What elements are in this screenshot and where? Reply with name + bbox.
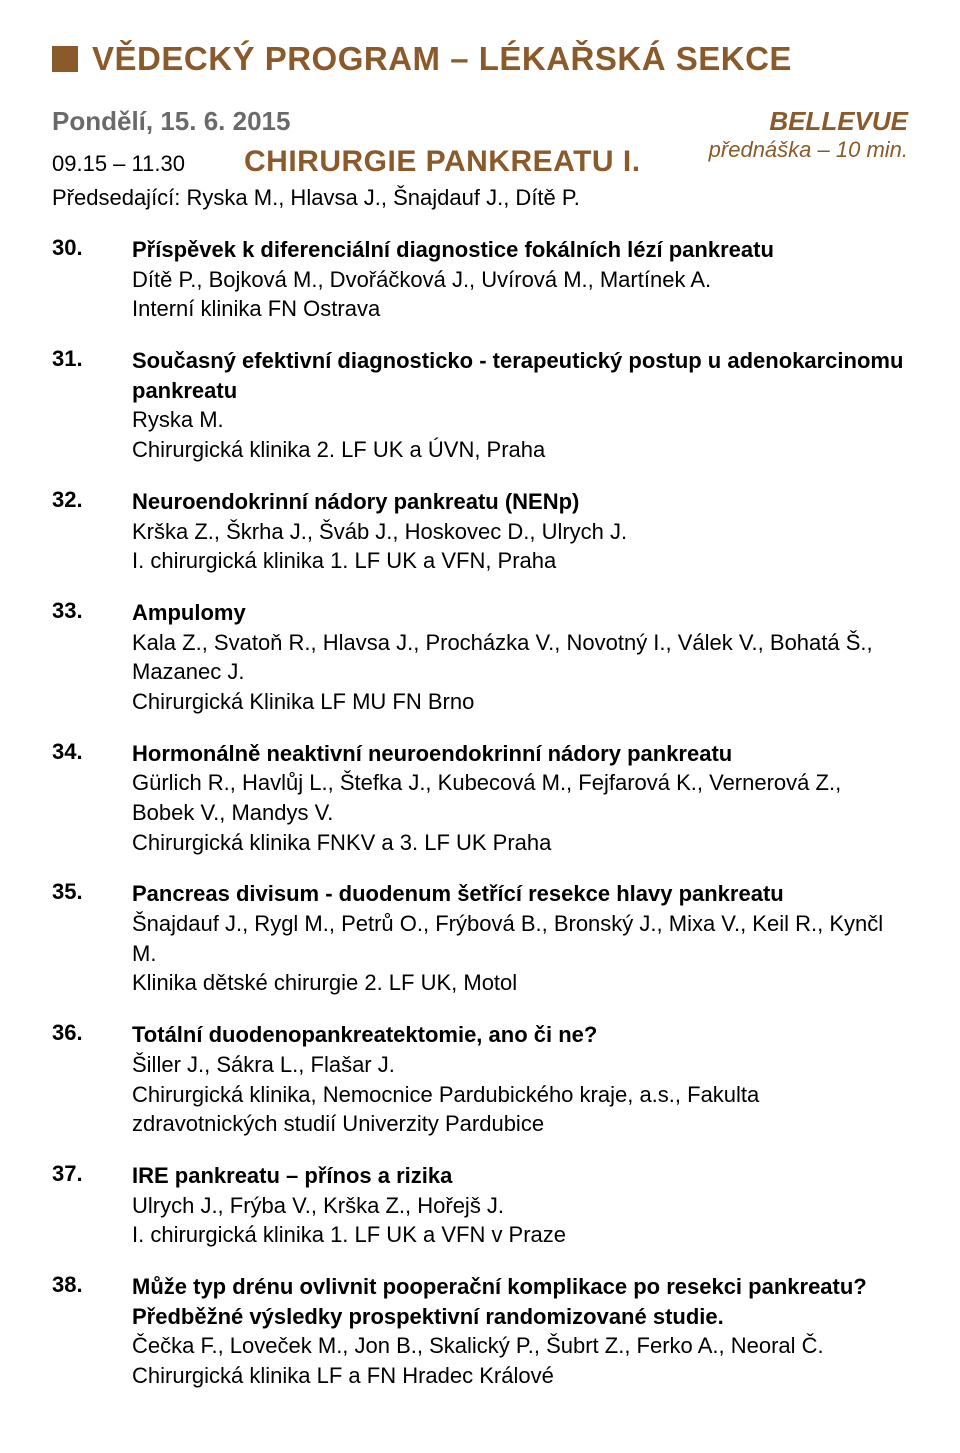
session-block: Pondělí, 15. 6. 2015 09.15 – 11.30 CHIRU… bbox=[52, 106, 908, 211]
entry-number: 35. bbox=[52, 879, 132, 998]
entry-authors: Kala Z., Svatoň R., Hlavsa J., Procházka… bbox=[132, 628, 908, 687]
entry-title: Hormonálně neaktivní neuroendokrinní nád… bbox=[132, 739, 908, 769]
lecture-duration: přednáška – 10 min. bbox=[709, 137, 908, 163]
entry-body: IRE pankreatu – přínos a rizikaUlrych J.… bbox=[132, 1161, 908, 1250]
entry-title: IRE pankreatu – přínos a rizika bbox=[132, 1161, 908, 1191]
entry-number: 31. bbox=[52, 346, 132, 465]
session-title: CHIRURGIE PANKREATU I. bbox=[244, 145, 641, 179]
entry-institution: Chirurgická klinika LF a FN Hradec Králo… bbox=[132, 1361, 908, 1391]
entry-body: Neuroendokrinní nádory pankreatu (NENp)K… bbox=[132, 487, 908, 576]
page-header: VĚDECKÝ PROGRAM – LÉKAŘSKÁ SEKCE bbox=[52, 40, 908, 78]
entry-title: Pancreas divisum - duodenum šetřící rese… bbox=[132, 879, 908, 909]
entry-authors: Ryska M. bbox=[132, 405, 908, 435]
entry-body: Pancreas divisum - duodenum šetřící rese… bbox=[132, 879, 908, 998]
entry-institution: Chirurgická klinika 2. LF UK a ÚVN, Prah… bbox=[132, 435, 908, 465]
entry-institution: Interní klinika FN Ostrava bbox=[132, 294, 908, 324]
entry-title: Neuroendokrinní nádory pankreatu (NENp) bbox=[132, 487, 908, 517]
entry-institution: Chirurgická Klinika LF MU FN Brno bbox=[132, 687, 908, 717]
session-room: BELLEVUE bbox=[709, 106, 908, 137]
entry-institution: Klinika dětské chirurgie 2. LF UK, Motol bbox=[132, 968, 908, 998]
entry-authors: Šnajdauf J., Rygl M., Petrů O., Frýbová … bbox=[132, 909, 908, 968]
entry-institution: I. chirurgická klinika 1. LF UK a VFN, P… bbox=[132, 546, 908, 576]
entry-institution: Chirurgická klinika, Nemocnice Pardubick… bbox=[132, 1080, 908, 1139]
entry-institution: I. chirurgická klinika 1. LF UK a VFN v … bbox=[132, 1220, 908, 1250]
entry: 31.Současný efektivní diagnosticko - ter… bbox=[52, 346, 908, 465]
entry: 38.Může typ drénu ovlivnit pooperační ko… bbox=[52, 1272, 908, 1391]
entry-body: Současný efektivní diagnosticko - terape… bbox=[132, 346, 908, 465]
header-square-icon bbox=[52, 46, 78, 72]
entry-authors: Krška Z., Škrha J., Šváb J., Hoskovec D.… bbox=[132, 517, 908, 547]
entry-authors: Čečka F., Loveček M., Jon B., Skalický P… bbox=[132, 1331, 908, 1361]
entry: 34.Hormonálně neaktivní neuroendokrinní … bbox=[52, 739, 908, 858]
session-chairs: Předsedající: Ryska M., Hlavsa J., Šnajd… bbox=[52, 185, 908, 211]
entry-number: 30. bbox=[52, 235, 132, 324]
entry-number: 36. bbox=[52, 1020, 132, 1139]
entry-authors: Gürlich R., Havlůj L., Štefka J., Kubeco… bbox=[132, 768, 908, 827]
entry-body: Totální duodenopankreatektomie, ano či n… bbox=[132, 1020, 908, 1139]
entry-body: Může typ drénu ovlivnit pooperační kompl… bbox=[132, 1272, 908, 1391]
session-time: 09.15 – 11.30 bbox=[52, 151, 244, 177]
chairs-label: Předsedající: bbox=[52, 185, 180, 210]
entry: 30.Příspěvek k diferenciální diagnostice… bbox=[52, 235, 908, 324]
entry-institution: Chirurgická klinika FNKV a 3. LF UK Prah… bbox=[132, 828, 908, 858]
session-room-block: BELLEVUE přednáška – 10 min. bbox=[709, 106, 908, 163]
entry-body: Příspěvek k diferenciální diagnostice fo… bbox=[132, 235, 908, 324]
entry-title: Totální duodenopankreatektomie, ano či n… bbox=[132, 1020, 908, 1050]
entry-body: AmpulomyKala Z., Svatoň R., Hlavsa J., P… bbox=[132, 598, 908, 717]
entry-number: 37. bbox=[52, 1161, 132, 1250]
entry-number: 38. bbox=[52, 1272, 132, 1391]
entry: 36.Totální duodenopankreatektomie, ano č… bbox=[52, 1020, 908, 1139]
entry-authors: Ulrych J., Frýba V., Krška Z., Hořejš J. bbox=[132, 1191, 908, 1221]
page-title: VĚDECKÝ PROGRAM – LÉKAŘSKÁ SEKCE bbox=[92, 40, 792, 78]
entry-number: 34. bbox=[52, 739, 132, 858]
entry: 32.Neuroendokrinní nádory pankreatu (NEN… bbox=[52, 487, 908, 576]
chairs-names: Ryska M., Hlavsa J., Šnajdauf J., Dítě P… bbox=[187, 185, 580, 210]
entry-title: Příspěvek k diferenciální diagnostice fo… bbox=[132, 235, 908, 265]
entry-title: Současný efektivní diagnosticko - terape… bbox=[132, 346, 908, 405]
entry-title: Může typ drénu ovlivnit pooperační kompl… bbox=[132, 1272, 908, 1331]
entry-number: 33. bbox=[52, 598, 132, 717]
entry-title: Ampulomy bbox=[132, 598, 908, 628]
entry: 35.Pancreas divisum - duodenum šetřící r… bbox=[52, 879, 908, 998]
entry: 37.IRE pankreatu – přínos a rizikaUlrych… bbox=[52, 1161, 908, 1250]
entries-list: 30.Příspěvek k diferenciální diagnostice… bbox=[52, 235, 908, 1391]
entry-body: Hormonálně neaktivní neuroendokrinní nád… bbox=[132, 739, 908, 858]
entry-authors: Šiller J., Sákra L., Flašar J. bbox=[132, 1050, 908, 1080]
entry-number: 32. bbox=[52, 487, 132, 576]
entry: 33.AmpulomyKala Z., Svatoň R., Hlavsa J.… bbox=[52, 598, 908, 717]
entry-authors: Dítě P., Bojková M., Dvořáčková J., Uvír… bbox=[132, 265, 908, 295]
